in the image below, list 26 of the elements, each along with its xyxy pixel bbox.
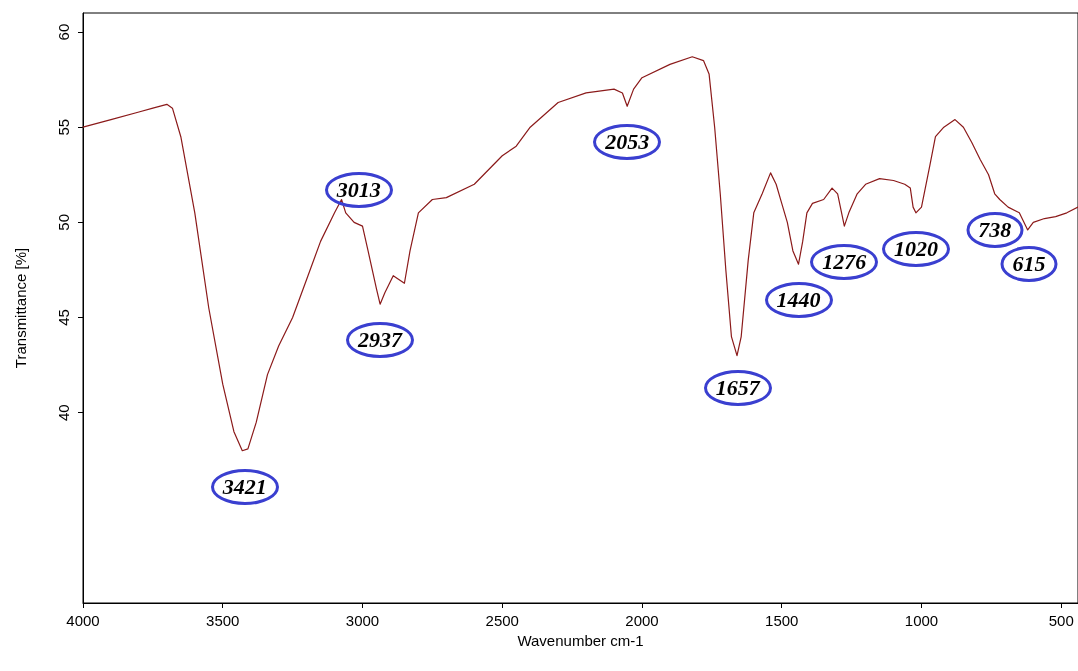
ellipse-outline: 2053 [593, 124, 662, 161]
ellipse-outline: 615 [1000, 246, 1058, 283]
x-tick-label: 3000 [345, 612, 380, 629]
ellipse-outline: 3421 [210, 468, 279, 505]
x-tick-label: 2500 [485, 612, 519, 629]
x-tick-label: 1000 [904, 612, 939, 629]
x-tick-label: 1500 [765, 612, 799, 629]
ellipse-outline: 1657 [703, 369, 772, 406]
x-tick-label: 4000 [66, 612, 100, 629]
y-axis-title: Transmittance [%] [12, 247, 29, 369]
x-tick-label: 2000 [625, 612, 659, 629]
ellipse-outline: 3013 [324, 172, 393, 209]
line-series [82, 56, 1078, 452]
ellipse-outline: 1276 [810, 244, 879, 281]
x-tick-label: 500 [1048, 612, 1074, 629]
y-tick-label: 50 [55, 214, 72, 231]
x-axis-title: Wavenumber cm-1 [517, 632, 644, 649]
y-tick-label: 40 [55, 404, 72, 422]
ellipse-outline: 738 [966, 211, 1024, 248]
y-tick-label: 55 [55, 118, 72, 136]
x-tick-label: 3500 [206, 612, 240, 629]
ellipse-outline: 2937 [346, 322, 415, 359]
ellipse-outline: 1020 [881, 230, 950, 267]
y-tick-label: 45 [55, 309, 72, 326]
y-tick-label: 60 [55, 23, 72, 41]
ellipse-outline: 1440 [764, 282, 833, 319]
